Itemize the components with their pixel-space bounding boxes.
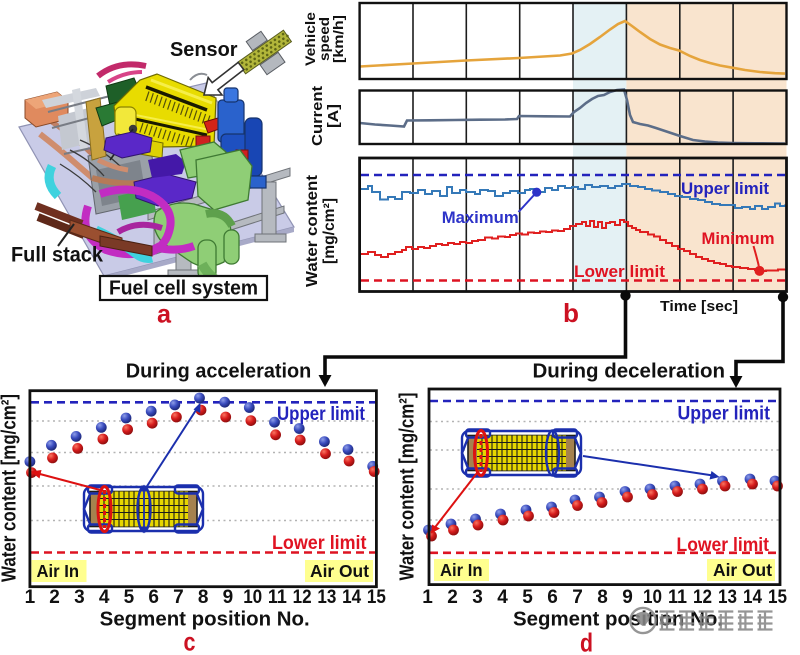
svg-text:a: a — [157, 299, 172, 329]
svg-text:[A]: [A] — [325, 104, 342, 128]
svg-text:Air In: Air In — [37, 561, 80, 581]
svg-text:During deceleration: During deceleration — [533, 361, 726, 383]
svg-text:15: 15 — [367, 587, 386, 608]
svg-text:3: 3 — [74, 587, 85, 608]
svg-text:Lower limit: Lower limit — [574, 262, 665, 281]
svg-text:13: 13 — [317, 587, 336, 608]
svg-text:Lower limit: Lower limit — [272, 533, 367, 554]
svg-text:Maximum: Maximum — [442, 208, 519, 227]
svg-text:10: 10 — [243, 587, 262, 608]
svg-text:6: 6 — [148, 587, 159, 608]
svg-text:Water content [mg/cm²]: Water content [mg/cm²] — [0, 394, 21, 582]
svg-text:Segment position No.: Segment position No. — [100, 609, 310, 631]
svg-text:7: 7 — [173, 587, 184, 608]
svg-text:During acceleration: During acceleration — [126, 361, 311, 383]
svg-text:14: 14 — [342, 587, 361, 608]
svg-text:4: 4 — [99, 587, 110, 608]
svg-text:Sensor: Sensor — [170, 39, 238, 61]
svg-text:4: 4 — [497, 587, 508, 608]
svg-text:3: 3 — [472, 587, 483, 608]
svg-text:8: 8 — [597, 587, 608, 608]
svg-text:[km/h]: [km/h] — [331, 15, 346, 63]
svg-text:1: 1 — [25, 587, 36, 608]
svg-text:8: 8 — [198, 587, 209, 608]
svg-text:Water content: Water content — [304, 175, 321, 287]
svg-text:12: 12 — [293, 587, 312, 608]
svg-text:Fuel cell system: Fuel cell system — [109, 277, 258, 300]
svg-text:Upper limit: Upper limit — [678, 404, 771, 425]
svg-text:10: 10 — [643, 587, 662, 608]
svg-text:Current: Current — [309, 86, 326, 146]
svg-text:Full stack: Full stack — [11, 244, 103, 267]
svg-text:15: 15 — [768, 587, 787, 608]
svg-text:12: 12 — [693, 587, 712, 608]
svg-text:b: b — [563, 298, 579, 328]
svg-text:11: 11 — [268, 587, 287, 608]
svg-text:Water content [mg/cm²]: Water content [mg/cm²] — [397, 393, 419, 581]
svg-text:Lower limit: Lower limit — [677, 535, 770, 556]
svg-text:d: d — [580, 628, 593, 655]
svg-text:[mg/cm²]: [mg/cm²] — [321, 198, 338, 264]
svg-text:2: 2 — [447, 587, 458, 608]
svg-text:2: 2 — [49, 587, 60, 608]
svg-text:5: 5 — [124, 587, 135, 608]
svg-text:6: 6 — [547, 587, 558, 608]
svg-text:Air Out: Air Out — [713, 560, 772, 580]
svg-text:Minimum: Minimum — [702, 229, 775, 248]
svg-text:1: 1 — [422, 587, 433, 608]
svg-text:9: 9 — [622, 587, 633, 608]
svg-text:Upper limit: Upper limit — [277, 404, 366, 425]
svg-text:speed: speed — [317, 17, 332, 61]
svg-text:14: 14 — [743, 587, 762, 608]
svg-text:7: 7 — [572, 587, 583, 608]
svg-text:Time [sec]: Time [sec] — [660, 298, 738, 315]
svg-text:c: c — [184, 627, 196, 655]
svg-text:9: 9 — [223, 587, 234, 608]
svg-text:Air Out: Air Out — [310, 561, 369, 581]
svg-text:11: 11 — [668, 587, 687, 608]
svg-text:13: 13 — [718, 587, 737, 608]
svg-text:5: 5 — [522, 587, 533, 608]
svg-text:Segment position No.: Segment position No. — [513, 609, 723, 631]
svg-text:Air In: Air In — [440, 560, 483, 580]
svg-text:Vehicle: Vehicle — [303, 11, 318, 66]
svg-text:Upper limit: Upper limit — [681, 179, 769, 198]
